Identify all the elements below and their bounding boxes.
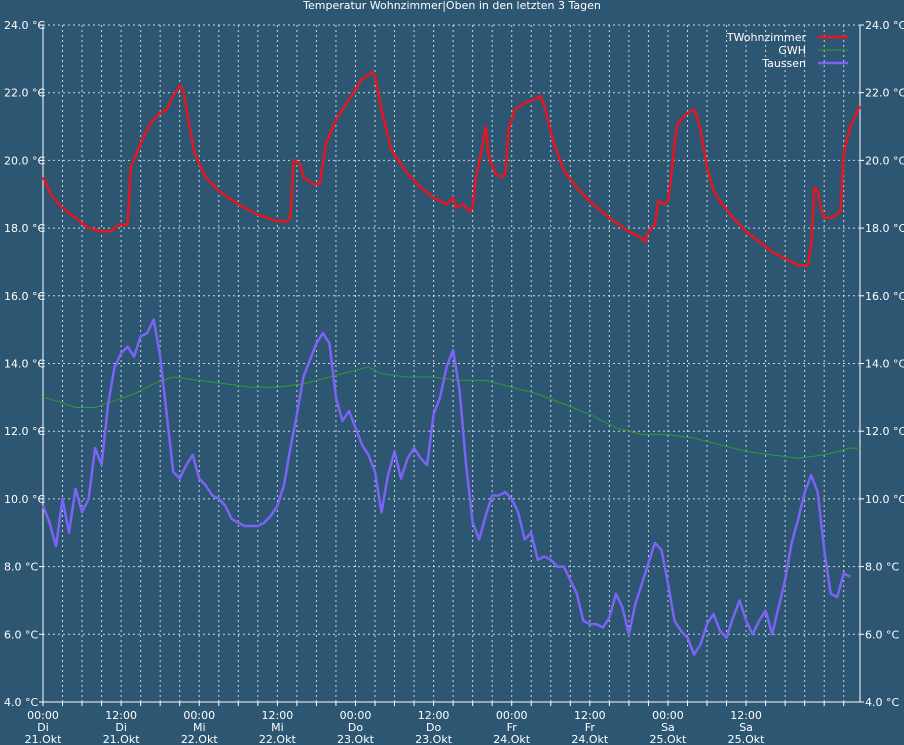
x-axis: 00:00Di21.Okt12:00Di21.Okt00:00Mi22.Okt1… bbox=[25, 702, 845, 745]
chart-title: Temperatur Wohnzimmer|Oben in den letzte… bbox=[302, 0, 601, 12]
y-tick-label-left: 10.0 °C bbox=[4, 493, 45, 506]
series-group bbox=[41, 71, 862, 656]
x-tick-label-date: 23.Okt bbox=[337, 733, 375, 745]
x-tick-label-time: 00:00 bbox=[183, 709, 215, 722]
y-tick-label-left: 14.0 °C bbox=[4, 358, 45, 371]
y-tick-label-right: 6.0 °C bbox=[865, 628, 899, 641]
x-tick-label-time: 12:00 bbox=[262, 709, 294, 722]
x-tick-label-day: Do bbox=[426, 721, 441, 734]
x-tick-label-day: Di bbox=[37, 721, 49, 734]
y-tick-label-left: 20.0 °C bbox=[4, 154, 45, 167]
y-tick-label-right: 18.0 °C bbox=[865, 222, 904, 235]
x-tick-label-time: 12:00 bbox=[730, 709, 762, 722]
x-tick-label-day: Sa bbox=[739, 721, 753, 734]
y-tick-label-left: 8.0 °C bbox=[4, 561, 38, 574]
y-tick-label-right: 8.0 °C bbox=[865, 561, 899, 574]
x-tick-label-day: Do bbox=[348, 721, 363, 734]
y-tick-label-right: 14.0 °C bbox=[865, 358, 904, 371]
legend-label: TWohnzimmer bbox=[726, 31, 807, 44]
x-tick-label-date: 24.Okt bbox=[493, 733, 531, 745]
y-tick-label-right: 22.0 °C bbox=[865, 87, 904, 100]
y-tick-label-left: 12.0 °C bbox=[4, 425, 45, 438]
y-tick-label-right: 16.0 °C bbox=[865, 290, 904, 303]
x-tick-label-time: 12:00 bbox=[418, 709, 450, 722]
y-axis-right: 4.0 °C 6.0 °C 8.0 °C 10.0 °C 12.0 °C 14.0 °C 1… bbox=[860, 19, 904, 709]
legend-label: GWH bbox=[778, 44, 806, 57]
x-tick-label-time: 00:00 bbox=[340, 709, 372, 722]
y-tick-label-left: 18.0 °C bbox=[4, 222, 45, 235]
y-tick-label-left: 24.0 °C bbox=[4, 19, 45, 32]
y-tick-label-left: 22.0 °C bbox=[4, 87, 45, 100]
x-tick-label-date: 22.Okt bbox=[181, 733, 219, 745]
x-tick-label-time: 00:00 bbox=[652, 709, 684, 722]
x-tick-label-date: 25.Okt bbox=[650, 733, 688, 745]
x-tick-label-day: Fr bbox=[507, 721, 518, 734]
y-tick-label-right: 12.0 °C bbox=[865, 425, 904, 438]
x-tick-label-time: 00:00 bbox=[27, 709, 59, 722]
x-tick-label-time: 00:00 bbox=[496, 709, 528, 722]
x-tick-label-time: 12:00 bbox=[574, 709, 606, 722]
y-tick-label-left: 4.0 °C bbox=[4, 696, 38, 709]
y-tick-label-left: 6.0 °C bbox=[4, 628, 38, 641]
y-tick-label-right: 24.0 °C bbox=[865, 19, 904, 32]
legend-label: Taussen bbox=[761, 57, 806, 70]
x-tick-label-time: 12:00 bbox=[105, 709, 137, 722]
y-tick-label-right: 20.0 °C bbox=[865, 154, 904, 167]
series-line-taussen bbox=[41, 318, 851, 656]
x-tick-label-day: Mi bbox=[193, 721, 206, 734]
y-tick-label-left: 16.0 °C bbox=[4, 290, 45, 303]
x-tick-label-date: 24.Okt bbox=[571, 733, 609, 745]
x-tick-label-day: Sa bbox=[661, 721, 675, 734]
series-line-twohnzimmer bbox=[41, 71, 862, 267]
series-line-gwh bbox=[42, 366, 860, 459]
y-tick-label-right: 4.0 °C bbox=[865, 696, 899, 709]
x-tick-label-day: Mi bbox=[271, 721, 284, 734]
x-tick-label-day: Di bbox=[115, 721, 127, 734]
x-tick-label-date: 21.Okt bbox=[103, 733, 141, 745]
x-tick-label-date: 23.Okt bbox=[415, 733, 453, 745]
x-tick-label-date: 21.Okt bbox=[25, 733, 63, 745]
x-tick-label-day: Fr bbox=[585, 721, 596, 734]
x-tick-label-date: 22.Okt bbox=[259, 733, 297, 745]
y-axis-left: 4.0 °C 6.0 °C 8.0 °C 10.0 °C 12.0 °C 14.0 °C 1… bbox=[4, 19, 45, 709]
x-tick-label-date: 25.Okt bbox=[728, 733, 766, 745]
y-tick-label-right: 10.0 °C bbox=[865, 493, 904, 506]
